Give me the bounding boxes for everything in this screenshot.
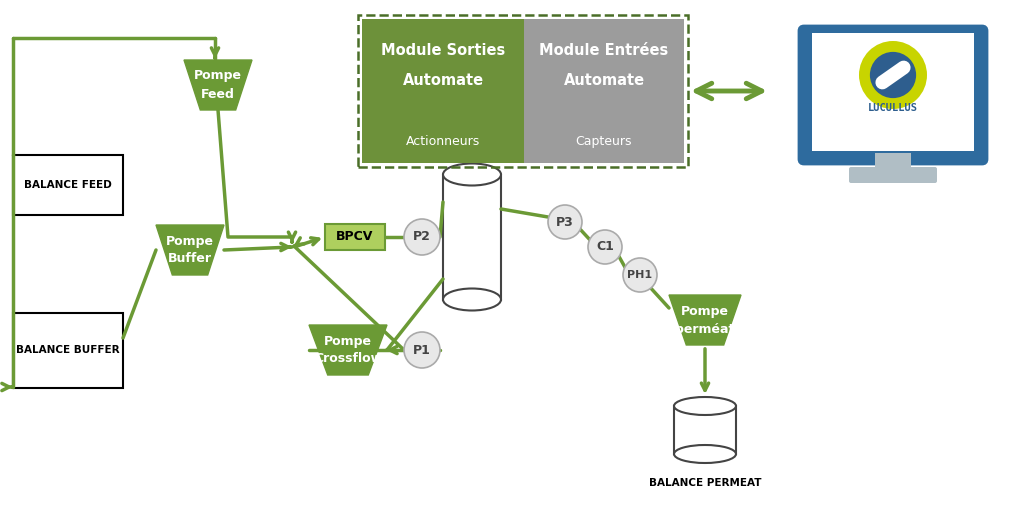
Bar [443, 175, 501, 299]
Circle shape [588, 230, 622, 264]
Bar [358, 15, 688, 167]
Polygon shape [156, 225, 224, 275]
Bar [524, 19, 684, 163]
Ellipse shape [443, 164, 501, 185]
Bar [362, 19, 524, 163]
Circle shape [404, 332, 440, 368]
Bar [812, 33, 974, 151]
Text: LUCULLUS: LUCULLUS [868, 103, 918, 113]
Ellipse shape [674, 445, 736, 463]
Bar [874, 153, 911, 171]
Text: Automate: Automate [563, 73, 644, 88]
Text: Module Sorties: Module Sorties [381, 43, 505, 58]
Text: Module Entrées: Module Entrées [540, 43, 669, 58]
Circle shape [404, 219, 440, 255]
Polygon shape [184, 60, 252, 110]
Bar [13, 313, 123, 387]
Text: Buffer: Buffer [168, 252, 212, 266]
Text: Actionneurs: Actionneurs [406, 135, 480, 148]
Bar [325, 224, 385, 250]
FancyBboxPatch shape [799, 26, 987, 164]
Ellipse shape [443, 288, 501, 311]
Text: BALANCE BUFFER: BALANCE BUFFER [16, 345, 120, 355]
Bar [13, 155, 123, 215]
Polygon shape [309, 325, 387, 375]
Text: P1: P1 [413, 343, 431, 357]
Circle shape [548, 205, 582, 239]
Text: perméat: perméat [675, 323, 734, 335]
Text: Capteurs: Capteurs [575, 135, 632, 148]
Circle shape [623, 258, 657, 292]
FancyBboxPatch shape [849, 167, 937, 183]
Bar [674, 406, 736, 454]
Polygon shape [669, 295, 741, 345]
Ellipse shape [674, 397, 736, 415]
Text: BALANCE PERMEAT: BALANCE PERMEAT [649, 478, 761, 488]
Text: Feed: Feed [201, 87, 234, 100]
Text: P2: P2 [413, 230, 431, 243]
Text: Crossflow: Crossflow [314, 352, 382, 366]
Text: Pompe: Pompe [324, 334, 372, 347]
Text: BALANCE FEED: BALANCE FEED [25, 180, 112, 190]
Circle shape [859, 41, 927, 109]
Text: PH1: PH1 [628, 270, 652, 280]
Text: Automate: Automate [402, 73, 483, 88]
Text: C1: C1 [596, 240, 614, 254]
Text: BPCV: BPCV [336, 230, 374, 243]
Text: Pompe: Pompe [681, 305, 729, 318]
Text: Pompe: Pompe [166, 234, 214, 247]
Text: Pompe: Pompe [194, 70, 242, 82]
Circle shape [869, 52, 916, 98]
Text: P3: P3 [556, 216, 573, 228]
